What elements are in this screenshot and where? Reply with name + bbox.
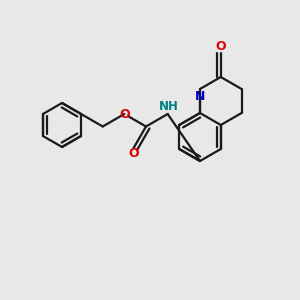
Text: O: O xyxy=(215,40,226,53)
Text: O: O xyxy=(119,107,130,121)
Text: N: N xyxy=(195,89,205,103)
Text: O: O xyxy=(128,147,139,160)
Text: NH: NH xyxy=(159,100,178,113)
